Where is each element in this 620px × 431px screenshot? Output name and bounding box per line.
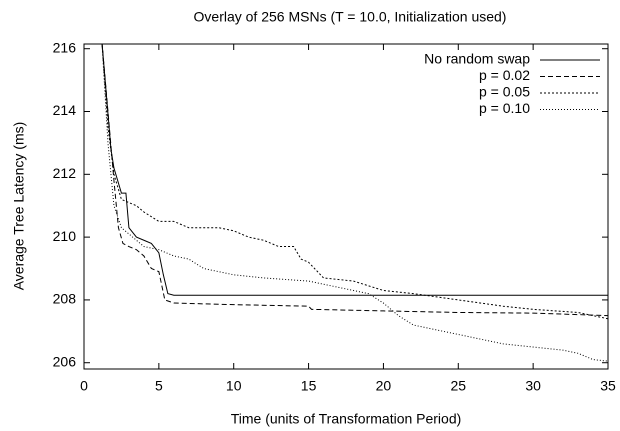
x-tick-label: 20 xyxy=(376,378,392,394)
x-tick-label: 10 xyxy=(226,378,242,394)
y-tick-label: 214 xyxy=(53,102,77,118)
y-axis-label: Average Tree Latency (ms) xyxy=(11,122,27,291)
x-axis-label: Time (units of Transformation Period) xyxy=(231,411,462,427)
x-tick-label: 35 xyxy=(600,378,616,394)
y-tick-label: 206 xyxy=(53,353,77,369)
chart-title: Overlay of 256 MSNs (T = 10.0, Initializ… xyxy=(194,9,507,25)
y-tick-label: 216 xyxy=(53,39,77,55)
legend-label: p = 0.10 xyxy=(479,100,530,116)
y-tick-label: 208 xyxy=(53,291,77,307)
plot-frame xyxy=(83,43,609,370)
y-tick-label: 212 xyxy=(53,165,77,181)
legend-label: p = 0.02 xyxy=(479,67,530,83)
x-tick-label: 15 xyxy=(301,378,317,394)
y-tick-label: 210 xyxy=(53,228,77,244)
series-line xyxy=(101,44,608,317)
x-tick-label: 30 xyxy=(525,378,541,394)
legend-label: p = 0.05 xyxy=(479,84,530,100)
x-tick-label: 0 xyxy=(80,378,88,394)
series-line xyxy=(101,44,608,320)
legend-label: No random swap xyxy=(424,51,530,67)
x-tick-label: 25 xyxy=(450,378,466,394)
x-tick-label: 5 xyxy=(155,378,163,394)
series-line xyxy=(101,44,608,362)
